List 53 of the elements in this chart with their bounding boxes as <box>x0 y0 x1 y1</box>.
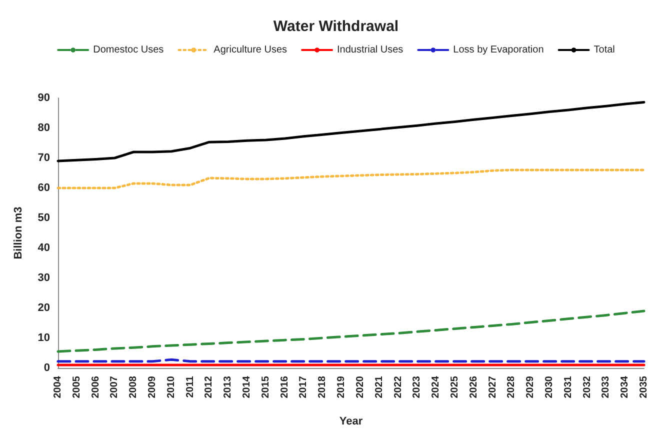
chart-title: Water Withdrawal <box>273 18 399 35</box>
x-tick-label: 2008 <box>128 376 140 398</box>
y-tick-label: 10 <box>38 332 50 344</box>
x-tick-label: 2028 <box>506 376 518 398</box>
x-tick-label: 2030 <box>544 376 555 398</box>
y-tick-label: 80 <box>38 122 50 134</box>
y-tick-label: 30 <box>38 272 50 284</box>
legend-label: Industrial Uses <box>337 44 404 56</box>
y-tick-label: 20 <box>38 302 50 314</box>
x-tick-label: 2031 <box>562 376 574 398</box>
x-tick-label: 2020 <box>354 376 366 398</box>
x-tick-label: 2010 <box>166 376 177 398</box>
x-tick-label: 2024 <box>430 376 442 398</box>
x-tick-label: 2005 <box>71 376 82 398</box>
x-tick-label: 2026 <box>468 376 480 398</box>
x-tick-label: 2011 <box>184 376 196 398</box>
legend-label: Domestoc Uses <box>93 44 164 56</box>
legend-label: Total <box>594 44 615 56</box>
x-tick-label: 2023 <box>412 376 423 398</box>
x-tick-label: 2025 <box>449 376 460 398</box>
y-tick-label: 40 <box>38 242 50 254</box>
x-tick-label: 2021 <box>374 376 385 398</box>
y-tick-label: 0 <box>44 362 50 374</box>
line-series <box>56 168 646 190</box>
line-series <box>56 310 646 353</box>
line-series <box>56 100 646 162</box>
x-tick-label: 2022 <box>392 376 404 398</box>
y-axis-title: Billion m3 <box>12 206 24 260</box>
x-tick-label: 2035 <box>638 376 650 398</box>
y-tick-label: 90 <box>38 92 50 104</box>
x-tick-label: 2006 <box>90 376 102 398</box>
x-tick-label: 2027 <box>487 376 498 398</box>
x-tick-label: 2009 <box>147 376 158 398</box>
legend-label: Agriculture Uses <box>214 44 288 56</box>
x-tick-label: 2012 <box>204 376 215 398</box>
x-tick-label: 2017 <box>298 376 310 398</box>
x-tick-label: 2032 <box>582 376 593 398</box>
x-tick-label: 2013 <box>222 376 234 398</box>
x-tick-label: 2015 <box>260 376 272 398</box>
y-tick-label: 70 <box>38 152 50 164</box>
y-tick-label: 60 <box>38 182 50 194</box>
x-tick-label: 2034 <box>620 376 631 398</box>
legend-label: Loss by Evaporation <box>453 44 544 56</box>
x-tick-label: 2014 <box>242 376 253 398</box>
y-tick-label: 50 <box>38 212 50 224</box>
x-tick-label: 2004 <box>52 376 64 398</box>
x-tick-label: 2033 <box>600 376 612 398</box>
x-tick-label: 2018 <box>317 376 328 398</box>
x-tick-label: 2007 <box>109 376 120 398</box>
x-axis-title: Year <box>339 416 364 428</box>
x-tick-label: 2019 <box>336 376 348 398</box>
x-tick-label: 2016 <box>279 376 290 398</box>
x-tick-label: 2029 <box>525 376 536 398</box>
